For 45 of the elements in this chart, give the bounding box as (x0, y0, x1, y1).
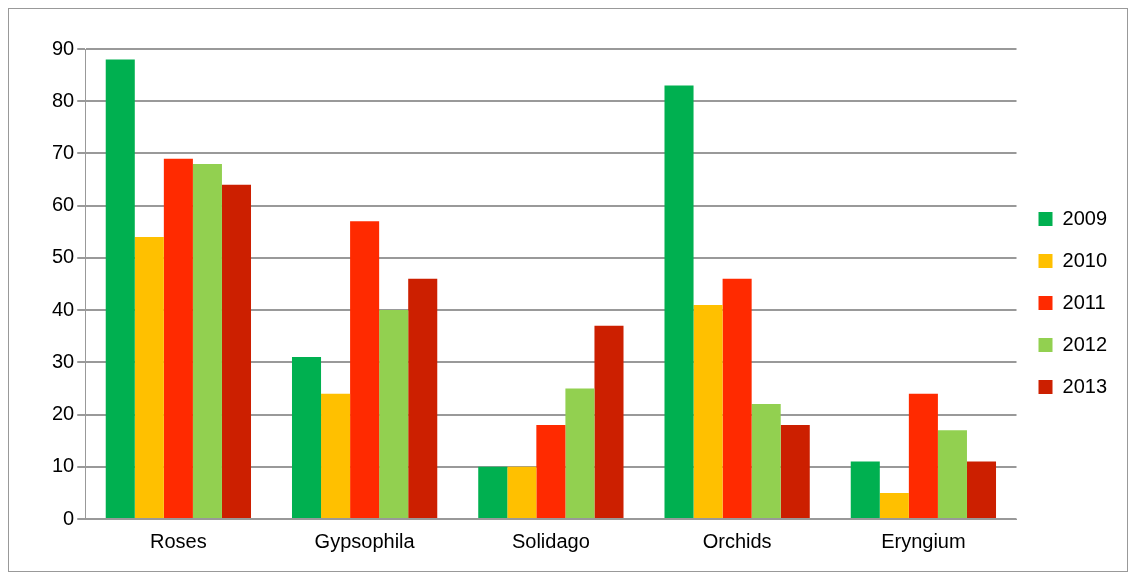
bar (693, 304, 723, 518)
bar (350, 221, 380, 518)
bar (163, 158, 193, 518)
y-tick-label: 40 (52, 297, 75, 320)
y-tick-label: 70 (52, 140, 75, 163)
x-tick-label: Orchids (702, 529, 772, 552)
x-tick-label: Roses (150, 529, 207, 552)
bar (780, 425, 810, 518)
bar (221, 184, 252, 518)
x-tick-label: Gypsophila (314, 529, 416, 552)
bar (379, 310, 409, 518)
bar (408, 278, 438, 518)
bar (850, 461, 880, 518)
bar (565, 388, 595, 518)
legend-label: 2010 (1062, 248, 1108, 271)
y-tick-label: 30 (52, 349, 75, 372)
y-tick-label: 90 (52, 36, 75, 59)
y-tick-label: 20 (52, 402, 75, 425)
legend-label: 2013 (1062, 374, 1108, 397)
bar (321, 393, 351, 518)
y-tick-label: 80 (52, 88, 75, 111)
bar (594, 325, 624, 518)
bar (536, 425, 566, 518)
bar (134, 237, 164, 518)
bar (908, 393, 938, 518)
bar (192, 163, 222, 518)
x-tick-label: Solidago (511, 529, 590, 552)
bar (105, 59, 135, 518)
legend-label: 2011 (1062, 290, 1106, 313)
bar (722, 278, 752, 518)
y-tick-label: 10 (52, 454, 75, 477)
bar (664, 85, 694, 518)
bar (478, 466, 508, 518)
bar (966, 461, 997, 518)
legend-label: 2009 (1062, 206, 1108, 229)
y-tick-label: 50 (52, 245, 75, 268)
bar (507, 466, 537, 518)
bar (879, 492, 909, 518)
y-tick-label: 0 (63, 506, 75, 529)
bar (937, 430, 967, 518)
legend-label: 2012 (1062, 332, 1108, 355)
x-tick-label: Eryngium (881, 529, 966, 552)
bar (291, 357, 322, 518)
bar (751, 404, 781, 518)
y-tick-label: 60 (52, 193, 75, 216)
